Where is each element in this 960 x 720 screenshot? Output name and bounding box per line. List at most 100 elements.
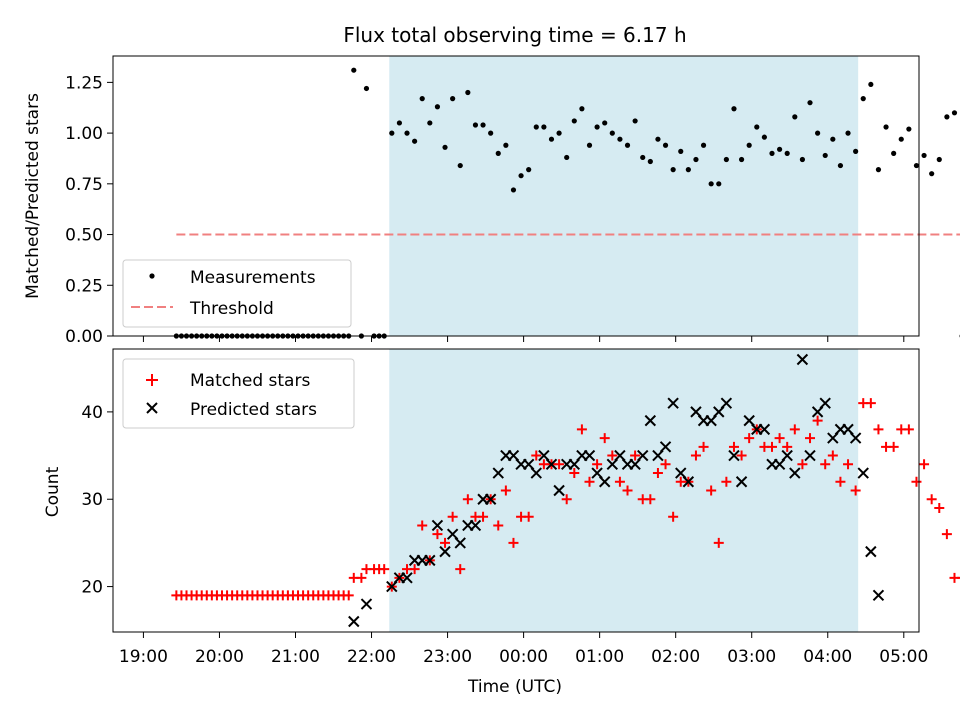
measurement-point [503,142,509,148]
threshold-legend-label: Threshold [189,299,274,319]
matched-point [873,424,884,435]
measurement-point [891,150,897,156]
measurement-point [746,142,752,148]
measurement-point [632,118,638,124]
matched-legend-label: Matched stars [190,371,310,391]
matched-point [440,537,451,548]
x-tick-label: 05:00 [879,647,928,667]
measurement-point [830,136,836,142]
matched-point [789,424,800,435]
measurements-legend-marker [149,273,155,279]
predicted-point [484,493,497,505]
measurement-point [921,152,927,159]
measurement-point [655,136,661,142]
x-tick-label: 00:00 [499,647,548,667]
top-axes-frame [112,55,920,337]
measurement-point [678,148,684,154]
measurement-point [564,154,570,161]
measurement-point [815,130,821,136]
matched-point [774,433,785,444]
matched-point [766,441,777,452]
bottom-axes-frame [112,348,920,633]
y-tick-label: 30 [81,490,103,510]
x-tick-label: 04:00 [803,647,852,667]
measurement-point [412,138,418,144]
measurement-point [404,130,410,136]
matched-point [911,476,922,487]
matched-point [432,529,443,540]
y-tick-label: 1.25 [65,73,103,93]
measurement-point [434,104,441,110]
predicted-point [804,449,816,462]
measurement-point [488,130,494,136]
count-points [171,353,960,628]
bottom-x-ticks: 19:00 20:00 21:00 22:00 23:00 00:00 01:00 02:00… [119,632,928,667]
top-y-axis-label: Matched/Predicted stars [23,93,43,299]
measurement-point [868,81,874,88]
predicted-point [659,441,672,453]
predicted-point [401,572,413,584]
x-tick-label: 23:00 [423,647,472,667]
measurement-point [845,130,851,136]
measurement-point [875,167,882,173]
predicted-point [644,414,657,427]
measurement-point [784,150,790,156]
predicted-point [865,545,877,558]
measurement-point [792,114,798,120]
predicted-point [492,467,504,479]
matched-point [379,564,390,575]
matched-point [652,468,663,479]
y-tick-label: 0.50 [65,226,103,246]
measurement-point [419,96,425,102]
matched-legend-marker [146,374,158,386]
predicted-point [348,615,360,628]
measurement-point [571,118,577,124]
predicted-point [682,476,695,488]
x-tick-label: 22:00 [347,647,396,667]
measurement-point [693,156,699,163]
predicted-point [431,519,444,532]
measurement-point [480,122,486,128]
predicted-point [857,467,869,479]
measurement-point [533,124,539,130]
matched-point [614,476,625,487]
measurement-point [670,167,676,173]
measurement-point [860,96,866,102]
top-x-ticks [142,336,905,342]
predicted-point [637,449,649,462]
measurement-point [647,158,653,165]
matched-point [508,537,519,548]
measurement-point [662,142,669,148]
matched-point [645,494,656,505]
matched-point [926,494,937,505]
matched-point [531,450,542,461]
measurement-point [723,156,729,163]
predicted-point [667,397,679,409]
matched-point [850,485,861,496]
measurements-legend-label: Measurements [190,268,316,288]
predicted-legend-label: Predicted stars [190,400,317,420]
matched-point [584,476,595,487]
matched-point [630,450,641,461]
matched-point [592,459,603,470]
predicted-point [424,554,436,567]
measurement-point [936,156,942,163]
matched-point [668,511,679,522]
measurement-point [495,150,501,156]
measurement-point [738,156,745,163]
bottom-y-ticks: 20 30 40 [81,403,113,598]
matched-point [903,424,914,435]
measurement-point [450,96,456,102]
measurement-point [396,120,403,126]
measurement-point [913,162,920,169]
matched-point [447,511,458,522]
matched-point [622,485,633,496]
matched-point [493,520,504,531]
bottom-y-axis-label: Count [43,466,63,517]
measurement-point [389,130,395,136]
matched-point [957,576,960,579]
measurement-point [442,144,448,150]
y-tick-label: 0.00 [65,327,103,347]
measurement-point [548,136,555,142]
matched-point [500,485,511,496]
